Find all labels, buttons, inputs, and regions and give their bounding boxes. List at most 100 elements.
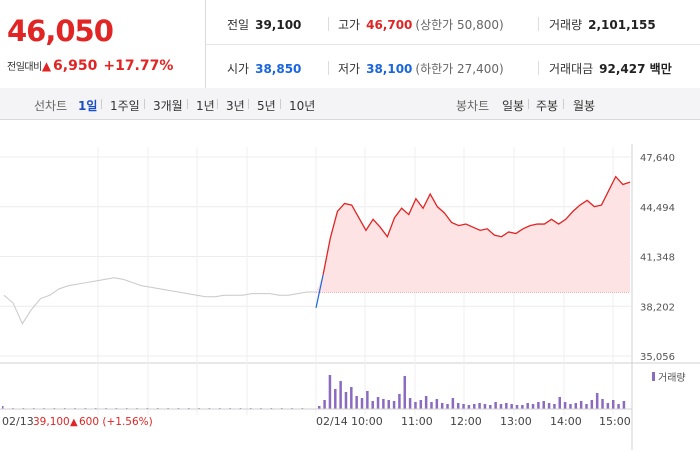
volume-bar	[344, 392, 348, 409]
volume-bar	[499, 404, 503, 409]
tab-weekly-candle[interactable]: 주봉	[536, 99, 559, 113]
volume-bar	[467, 405, 471, 409]
volume-bar	[462, 404, 465, 409]
volume-bar	[387, 400, 390, 409]
volume-bar	[334, 389, 337, 409]
tab-5y[interactable]: 5년	[257, 99, 276, 113]
change-percent: +17.77%	[103, 58, 174, 74]
tab-3y[interactable]: 3년	[226, 99, 245, 113]
stat-label: 고가	[338, 18, 361, 32]
y-tick-label: 38,202	[640, 302, 675, 313]
today-open-segment	[315, 274, 324, 308]
intraday-chart: 47,640 44,494 41,348 38,202 35,056 거래량 02/14 10…	[0, 120, 700, 450]
stat-label: 전일	[227, 18, 250, 32]
stat-sub: (상한가 50,800)	[415, 18, 504, 32]
tab-1y[interactable]: 1년	[196, 99, 215, 113]
stat-value: 2,101,155	[588, 18, 656, 32]
stat-volume: 거래량 2,101,155	[549, 16, 656, 33]
volume-bar	[414, 402, 417, 409]
divider	[187, 99, 188, 109]
volume-bar	[563, 402, 567, 409]
divider	[248, 99, 249, 109]
price-box: 46,050 전일대비▲ 6,950 +17.77%	[0, 0, 206, 88]
volume-bar	[478, 403, 481, 409]
volume-bar	[483, 404, 487, 409]
volume-bar	[339, 381, 342, 409]
divider	[328, 61, 329, 75]
y-tick-label: 44,494	[640, 203, 675, 214]
quote-summary: 46,050 전일대비▲ 6,950 +17.77% 전일 39,100 고가 46,7…	[0, 0, 700, 89]
volume-bar	[531, 404, 535, 409]
current-price: 46,050	[7, 14, 114, 48]
change-label: 전일대비	[7, 62, 42, 73]
tab-1w[interactable]: 1주일	[110, 99, 140, 113]
volume-bar	[590, 400, 594, 409]
volume-bar	[440, 403, 444, 409]
stat-label: 저가	[338, 62, 361, 76]
y-tick-label: 35,056	[640, 352, 675, 363]
today-area-fill	[316, 176, 630, 293]
volume-bar	[398, 394, 401, 409]
divider	[280, 99, 281, 109]
stat-value: 38,100	[366, 62, 413, 76]
stat-open: 시가 38,850	[227, 60, 301, 77]
stat-high: 고가 46,700 (상한가 50,800)	[338, 16, 504, 33]
change-row: 전일대비▲ 6,950 +17.77%	[7, 55, 173, 74]
stat-label: 거래대금	[549, 62, 594, 76]
tab-daily-candle[interactable]: 일봉	[502, 99, 525, 113]
volume-bar	[622, 401, 626, 409]
volume-bar	[350, 387, 353, 409]
tab-1d[interactable]: 1일	[78, 99, 98, 113]
prev-day-change-label: 600 (+1.56%)	[79, 416, 153, 428]
divider	[101, 99, 102, 109]
volume-bar	[323, 400, 326, 409]
stat-amount: 거래대금 92,427 백만	[549, 60, 672, 77]
x-tick-label: 11:00	[401, 415, 433, 428]
stat-value: 39,100	[255, 18, 302, 32]
volume-bar	[521, 405, 524, 409]
volume-bar	[366, 391, 369, 409]
divider	[217, 99, 218, 109]
divider	[538, 17, 539, 31]
stat-sub: (하한가 27,400)	[415, 62, 504, 76]
volume-bar	[579, 401, 583, 409]
volume-bar	[430, 402, 433, 409]
tab-10y[interactable]: 10년	[289, 99, 316, 113]
chart-svg: 47,640 44,494 41,348 38,202 35,056 거래량 02/14 10…	[0, 144, 700, 450]
volume-bar	[2, 406, 4, 409]
volume-bar	[553, 404, 556, 409]
volume-bar	[611, 400, 615, 409]
volume-bar	[371, 401, 374, 409]
tab-monthly-candle[interactable]: 월봉	[573, 99, 596, 113]
divider	[538, 61, 539, 75]
volume-bar	[408, 398, 412, 409]
prev-day-close-label: 39,100	[33, 416, 70, 428]
volume-bar	[494, 402, 497, 409]
stat-low: 저가 38,100 (하한가 27,400)	[338, 60, 504, 77]
x-tick-label: 12:00	[450, 415, 482, 428]
volume-bar	[558, 397, 562, 409]
volume-bar	[456, 403, 460, 409]
tab-3m[interactable]: 3개월	[153, 99, 183, 113]
y-tick-label: 47,640	[640, 153, 675, 164]
x-tick-label: 02/14	[316, 415, 348, 428]
volume-bar	[510, 404, 513, 409]
y-tick-label: 41,348	[640, 253, 675, 264]
stat-label: 시가	[227, 62, 250, 76]
volume-bar	[473, 404, 476, 409]
x-tick-label: 15:00	[599, 415, 631, 428]
stat-value: 92,427 백만	[599, 62, 672, 76]
divider	[528, 99, 529, 109]
volume-legend-label: 거래량	[658, 372, 686, 384]
volume-legend-swatch	[652, 372, 655, 381]
volume-bar	[318, 406, 321, 409]
volume-bar	[574, 403, 578, 409]
volume-bar	[515, 405, 519, 409]
candle-chart-label: 봉차트	[456, 99, 490, 113]
volume-bar	[505, 403, 508, 409]
x-tick-label: 14:00	[550, 415, 582, 428]
volume-bar	[435, 399, 439, 409]
stat-prev-close: 전일 39,100	[227, 16, 301, 33]
up-arrow-icon: ▲	[41, 59, 52, 73]
prev-day-up-arrow-icon: ▲	[70, 417, 78, 428]
